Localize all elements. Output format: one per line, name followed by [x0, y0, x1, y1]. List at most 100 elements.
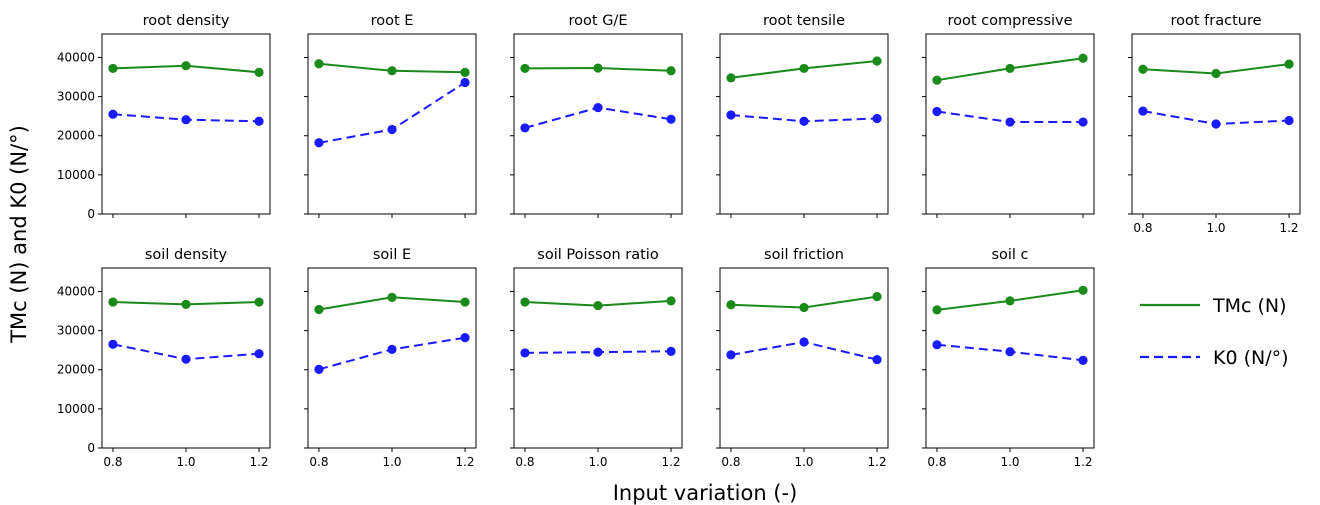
y-tick-label: 20000 [57, 363, 95, 377]
point-tmc [1138, 64, 1148, 74]
point-tmc [726, 73, 736, 83]
x-tick-label: 1.0 [588, 455, 607, 469]
point-tmc [799, 302, 809, 313]
panel-frame [719, 267, 889, 449]
point-tmc [593, 300, 603, 311]
point-k0 [314, 364, 324, 374]
panels: root density 0 10000 20000 30000 40000 root E r… [57, 13, 1301, 469]
y-tick-label: 40000 [57, 284, 95, 298]
point-k0 [254, 116, 264, 126]
point-tmc [932, 75, 942, 85]
y-tick-label: 30000 [57, 324, 95, 338]
x-tick-label: 0.8 [103, 455, 122, 469]
panel-title: soil friction [764, 247, 844, 263]
y-tick-label: 30000 [57, 90, 95, 104]
x-tick-label: 1.2 [455, 455, 474, 469]
y-tick-label: 20000 [57, 129, 95, 143]
point-k0 [593, 102, 603, 113]
x-tick-label: 1.0 [382, 455, 401, 469]
point-k0 [181, 354, 191, 364]
point-tmc [1284, 59, 1294, 69]
panel-frame [307, 33, 477, 215]
point-k0 [314, 138, 324, 148]
point-tmc [314, 304, 324, 315]
y-tick-label: 0 [87, 441, 95, 455]
point-k0 [181, 115, 191, 125]
y-tick-label: 40000 [57, 50, 95, 64]
panel-soil-e: soil E 0.8 1.0 1.2 [304, 247, 477, 469]
legend-label-tmc: TMc (N) [1212, 295, 1287, 317]
x-tick-label: 1.0 [794, 455, 813, 469]
point-k0 [1005, 117, 1015, 127]
point-tmc [314, 59, 324, 69]
panel-root-e: root E [304, 13, 477, 218]
y-tick-label: 0 [87, 207, 95, 221]
x-tick-label: 1.2 [661, 455, 680, 469]
point-tmc [520, 63, 530, 74]
point-tmc [520, 297, 530, 307]
point-k0 [520, 123, 530, 133]
panel-title: root compressive [947, 13, 1072, 29]
legend-label-k0: K0 (N/°) [1213, 347, 1289, 369]
panel-soil-density: soil density 0 10000 20000 30000 40000 0.8 1.0 1… [57, 247, 271, 469]
panel-title: root tensile [763, 13, 845, 29]
panel-title: root E [371, 13, 414, 29]
point-k0 [726, 110, 736, 120]
legend: TMc (N) K0 (N/°) [1140, 295, 1289, 369]
point-tmc [181, 61, 191, 71]
point-k0 [872, 354, 882, 365]
point-k0 [593, 347, 603, 357]
x-tick-label: 1.0 [176, 455, 195, 469]
point-tmc [593, 63, 603, 73]
point-tmc [254, 67, 264, 77]
x-tick-label: 0.8 [927, 455, 946, 469]
point-tmc [387, 292, 397, 302]
y-axis-label: TMc (N) and K0 (N/°) [7, 125, 31, 344]
panel-title: root density [143, 13, 230, 29]
panel-soil-c: soil c 0.8 1.0 1.2 [922, 247, 1095, 469]
panel-root-compressive: root compressive [922, 13, 1095, 218]
point-k0 [932, 106, 942, 117]
x-tick-label: 0.8 [1133, 221, 1152, 235]
point-tmc [387, 66, 397, 76]
point-k0 [1211, 119, 1221, 129]
panel-title: root fracture [1170, 13, 1261, 29]
point-tmc [726, 300, 736, 310]
x-tick-label: 1.2 [1279, 221, 1298, 235]
point-k0 [108, 339, 118, 349]
point-k0 [666, 114, 676, 124]
panel-title: root G/E [569, 13, 628, 29]
point-tmc [460, 67, 470, 77]
point-k0 [520, 348, 530, 358]
point-k0 [460, 333, 470, 343]
x-tick-label: 1.2 [1073, 455, 1092, 469]
point-k0 [108, 109, 118, 119]
x-tick-label: 1.2 [867, 455, 886, 469]
point-tmc [1211, 68, 1221, 79]
x-tick-label: 0.8 [309, 455, 328, 469]
panel-root-density: root density 0 10000 20000 30000 40000 [57, 13, 271, 221]
y-tick-label: 10000 [57, 168, 95, 182]
panel-root-g-e: root G/E [510, 13, 683, 218]
point-tmc [1005, 296, 1015, 306]
y-tick-label: 10000 [57, 402, 95, 416]
point-tmc [666, 296, 676, 306]
point-k0 [387, 124, 397, 135]
point-k0 [799, 337, 809, 347]
point-k0 [460, 77, 470, 88]
point-k0 [932, 340, 942, 350]
point-k0 [872, 113, 882, 124]
point-tmc [1078, 53, 1088, 63]
panel-root-tensile: root tensile [716, 13, 889, 218]
point-tmc [108, 297, 118, 307]
panel-title: soil E [373, 247, 411, 263]
point-tmc [932, 305, 942, 315]
panel-title: soil c [991, 247, 1028, 263]
point-k0 [1078, 117, 1088, 127]
x-tick-label: 1.2 [249, 455, 268, 469]
point-tmc [872, 291, 882, 302]
point-k0 [726, 350, 736, 360]
x-tick-label: 0.8 [721, 455, 740, 469]
point-tmc [1005, 63, 1015, 74]
